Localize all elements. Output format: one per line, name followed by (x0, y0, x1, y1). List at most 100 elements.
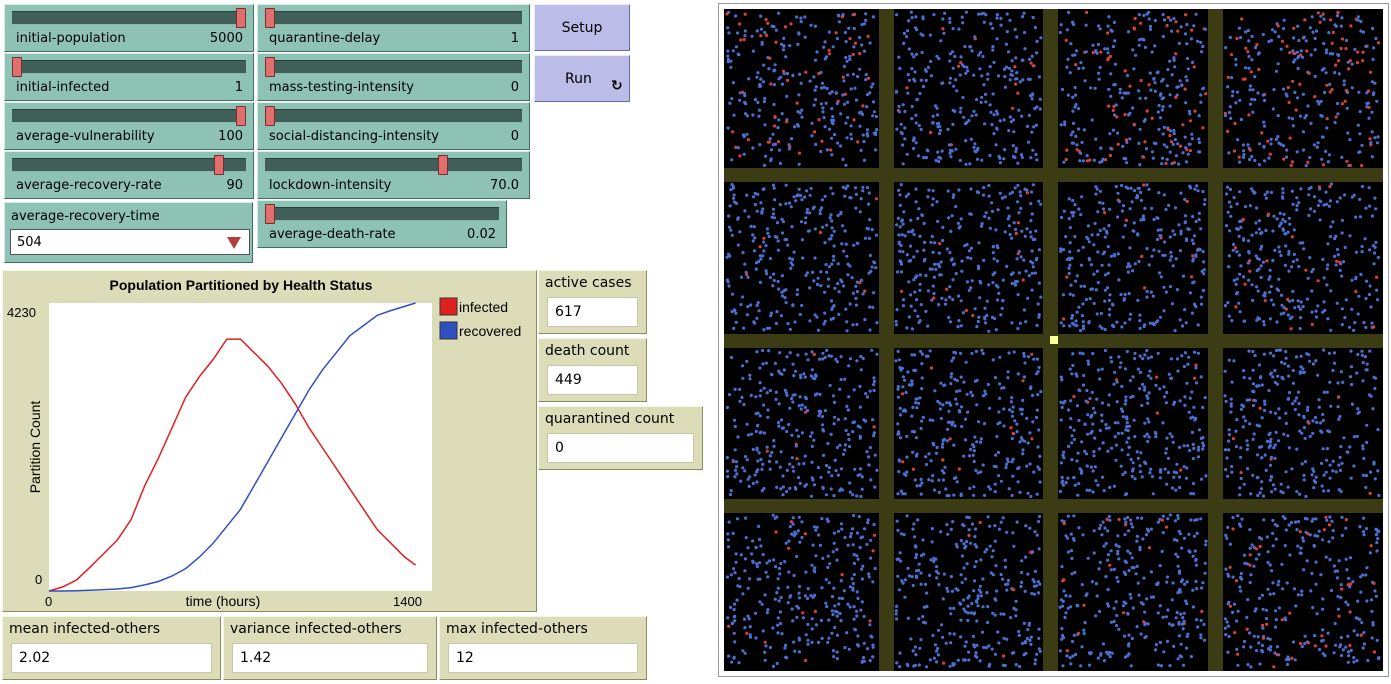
chooser-select[interactable]: 504 (10, 229, 250, 255)
slider-lockdown-intensity[interactable]: lockdown-intensity 70.0 (257, 151, 530, 199)
monitor-value-box: 1.42 (232, 643, 428, 673)
slider-value: 90 (226, 178, 243, 193)
series-line-recovered (49, 302, 416, 592)
slider-track[interactable] (12, 11, 246, 25)
series-line-infected (48, 338, 417, 592)
monitor-value: 12 (456, 650, 474, 666)
health-status-plot: Population Partitioned by Health Status … (2, 270, 537, 612)
slider-track[interactable] (265, 158, 522, 172)
slider-average-death-rate[interactable]: average-death-rate 0.02 (257, 200, 507, 248)
slider-social-distancing-intensity[interactable]: social-distancing-intensity 0 (257, 102, 530, 150)
center-marker (1050, 336, 1058, 344)
monitor-value-box: 0 (547, 433, 694, 463)
x-max-tick: 1400 (393, 594, 422, 609)
plot-area (49, 303, 432, 591)
monitor-value: 617 (555, 304, 582, 320)
series-layer (48, 302, 417, 592)
slider-track[interactable] (265, 109, 522, 123)
monitor-value: 1.42 (240, 650, 272, 666)
slider-label: quarantine-delay (269, 31, 381, 46)
world-canvas[interactable] (719, 4, 1388, 676)
slider-thumb[interactable] (265, 8, 275, 28)
monitor-label: quarantined count (545, 411, 675, 427)
slider-value: 0.02 (467, 227, 496, 242)
monitor-value: 2.02 (19, 650, 51, 666)
slider-label: social-distancing-intensity (269, 129, 439, 144)
road-horizontal-2 (724, 499, 1383, 513)
slider-initial-population[interactable]: initial-population 5000 (4, 4, 254, 52)
slider-label: lockdown-intensity (269, 178, 392, 193)
slider-label: average-vulnerability (16, 129, 155, 144)
y-min-tick: 0 (35, 572, 42, 587)
legend-infected-label: infected (459, 299, 508, 315)
slider-quarantine-delay[interactable]: quarantine-delay 1 (257, 4, 530, 52)
slider-label: average-recovery-rate (16, 178, 162, 193)
slider-thumb[interactable] (213, 155, 224, 175)
agents-layer (725, 10, 1381, 669)
monitor-value-box: 449 (547, 365, 638, 395)
chooser-average-recovery-time[interactable]: average-recovery-time 504 (4, 202, 253, 263)
slider-track[interactable] (265, 11, 522, 25)
run-button[interactable]: Run ↻ (534, 55, 630, 102)
slider-value: 1 (510, 31, 519, 46)
slider-value: 5000 (209, 31, 243, 46)
monitor-label: variance infected-others (230, 621, 402, 637)
legend-infected-swatch (439, 297, 458, 316)
slider-track[interactable] (12, 60, 246, 74)
chooser-value: 504 (17, 235, 42, 250)
slider-label: mass-testing-intensity (269, 80, 414, 95)
slider-thumb[interactable] (12, 57, 22, 77)
plot-svg: Population Partitioned by Health Status … (7, 277, 521, 609)
slider-value: 100 (218, 129, 243, 144)
slider-thumb[interactable] (265, 204, 275, 224)
slider-value: 0 (510, 80, 519, 95)
setup-label: Setup (561, 20, 603, 36)
monitor-max-infected-others: max infected-others 12 (439, 616, 647, 680)
run-label: Run (565, 71, 592, 87)
setup-button[interactable]: Setup (534, 4, 630, 51)
slider-track[interactable] (265, 207, 499, 221)
slider-thumb[interactable] (265, 57, 275, 77)
monitor-label: active cases (545, 275, 632, 291)
slider-value: 70.0 (490, 178, 519, 193)
world-view[interactable] (718, 3, 1389, 677)
slider-label: initial-population (16, 31, 126, 46)
slider-average-vulnerability[interactable]: average-vulnerability 100 (4, 102, 254, 150)
monitor-value-box: 617 (547, 297, 638, 327)
x-min-tick: 0 (45, 594, 52, 609)
x-axis-label: time (hours) (186, 593, 261, 609)
monitor-mean-infected-others: mean infected-others 2.02 (2, 616, 221, 680)
monitor-value: 449 (555, 372, 582, 388)
monitor-active-cases: active cases 617 (538, 270, 647, 334)
plot-title: Population Partitioned by Health Status (110, 277, 373, 293)
slider-initial-infected[interactable]: initial-infected 1 (4, 53, 254, 101)
legend-recovered-label: recovered (459, 323, 521, 339)
monitor-value: 0 (555, 440, 564, 456)
slider-thumb[interactable] (265, 106, 275, 126)
monitor-quarantined-count: quarantined count 0 (538, 406, 703, 470)
monitor-death-count: death count 449 (538, 338, 647, 402)
monitor-label: death count (545, 343, 630, 359)
chooser-label: average-recovery-time (11, 209, 160, 224)
y-axis-label: Partition Count (27, 401, 43, 494)
slider-track[interactable] (265, 60, 522, 74)
monitor-label: mean infected-others (9, 621, 161, 637)
slider-thumb[interactable] (236, 106, 246, 126)
monitor-label: max infected-others (446, 621, 588, 637)
slider-thumb[interactable] (437, 155, 448, 175)
dropdown-arrow-icon[interactable] (227, 237, 241, 249)
legend-recovered-swatch (439, 321, 458, 340)
slider-average-recovery-rate[interactable]: average-recovery-rate 90 (4, 151, 254, 199)
slider-label: initial-infected (16, 80, 110, 95)
slider-value: 0 (510, 129, 519, 144)
slider-label: average-death-rate (269, 227, 396, 242)
slider-mass-testing-intensity[interactable]: mass-testing-intensity 0 (257, 53, 530, 101)
slider-track[interactable] (12, 158, 246, 172)
slider-thumb[interactable] (236, 8, 246, 28)
monitor-variance-infected-others: variance infected-others 1.42 (223, 616, 437, 680)
y-max-tick: 4230 (7, 305, 36, 320)
slider-track[interactable] (12, 109, 246, 123)
monitor-value-box: 2.02 (11, 643, 212, 673)
road-horizontal-0 (724, 168, 1383, 182)
slider-value: 1 (234, 80, 243, 95)
